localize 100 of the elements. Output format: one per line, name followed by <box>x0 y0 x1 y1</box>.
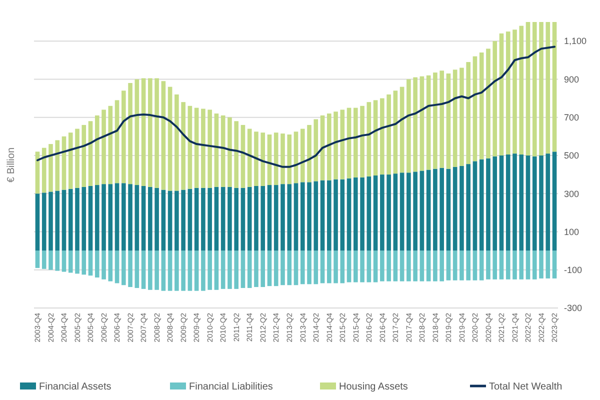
bar <box>128 250 132 288</box>
bar <box>254 186 258 251</box>
bar <box>35 250 40 268</box>
bar <box>466 62 470 164</box>
bar <box>526 155 530 251</box>
bar <box>460 68 464 166</box>
bar <box>188 250 192 291</box>
bar <box>334 250 338 284</box>
y-tick-label: -100 <box>564 265 582 276</box>
bar <box>161 250 166 291</box>
bar <box>354 177 358 251</box>
bar <box>188 188 192 251</box>
bar <box>512 154 517 251</box>
bar <box>274 250 278 286</box>
bar <box>240 124 246 188</box>
bar <box>499 155 504 251</box>
bar <box>168 250 172 291</box>
bar <box>108 250 113 282</box>
bar <box>102 250 106 280</box>
bar <box>220 115 226 187</box>
bar <box>42 192 46 251</box>
bar <box>280 134 285 184</box>
bar <box>168 190 172 251</box>
bar <box>546 154 550 251</box>
bar <box>201 108 206 188</box>
bar <box>320 250 325 284</box>
bar <box>228 117 232 187</box>
bar <box>393 250 398 282</box>
bar <box>220 186 226 251</box>
bar <box>42 148 46 193</box>
bar <box>168 86 172 191</box>
bar <box>519 250 524 280</box>
bar <box>188 106 192 189</box>
bar <box>174 190 179 251</box>
bar <box>539 22 544 156</box>
bar <box>208 250 212 290</box>
bar <box>433 250 438 282</box>
bar <box>294 183 298 251</box>
bar <box>446 73 451 169</box>
bar <box>108 106 113 184</box>
bar <box>466 164 470 251</box>
bar <box>519 26 524 155</box>
bar <box>366 176 372 251</box>
bar <box>406 172 411 251</box>
bar <box>472 56 478 162</box>
bar <box>506 32 510 155</box>
bar <box>552 152 557 251</box>
bar <box>479 159 484 251</box>
bar <box>373 100 378 176</box>
bar <box>420 250 424 282</box>
bar <box>88 186 93 251</box>
legend-label: Financial Liabilities <box>189 382 273 392</box>
bar <box>228 250 232 289</box>
bar <box>122 250 126 286</box>
bar <box>35 194 40 251</box>
bar <box>154 250 159 290</box>
bar <box>88 250 93 276</box>
bar <box>314 250 318 284</box>
y-axis-title: € Billion <box>6 147 17 183</box>
bar <box>532 250 537 280</box>
bar <box>134 79 140 186</box>
bar <box>260 250 266 288</box>
bar <box>499 33 504 156</box>
bar <box>307 182 312 251</box>
bar <box>247 250 252 288</box>
bar <box>300 182 305 251</box>
bar <box>479 52 484 160</box>
bar <box>174 94 179 191</box>
bar <box>234 250 238 289</box>
bar <box>208 188 212 251</box>
bar <box>88 121 93 186</box>
bar <box>460 250 464 280</box>
bar <box>287 134 292 184</box>
bar <box>128 184 132 251</box>
bar <box>452 250 458 280</box>
bar <box>466 250 470 280</box>
bar <box>346 178 352 251</box>
bar <box>373 175 378 251</box>
bar <box>346 250 352 282</box>
bar <box>94 115 100 186</box>
bar <box>386 94 391 175</box>
bar <box>539 155 544 251</box>
bar <box>334 179 338 251</box>
bar <box>68 188 73 251</box>
bar <box>492 41 498 156</box>
bar <box>68 250 73 273</box>
legend-label: Financial Assets <box>39 382 112 392</box>
bar <box>280 184 285 251</box>
bar <box>413 250 418 282</box>
bar <box>519 154 524 251</box>
bar <box>360 106 364 178</box>
bar <box>287 184 292 251</box>
bar <box>154 78 159 188</box>
bar <box>75 128 80 188</box>
bar <box>532 156 537 251</box>
bar <box>247 186 252 251</box>
bar <box>413 77 418 172</box>
bar <box>506 250 510 280</box>
bar <box>472 250 478 280</box>
y-tick-label: 900 <box>564 74 580 84</box>
